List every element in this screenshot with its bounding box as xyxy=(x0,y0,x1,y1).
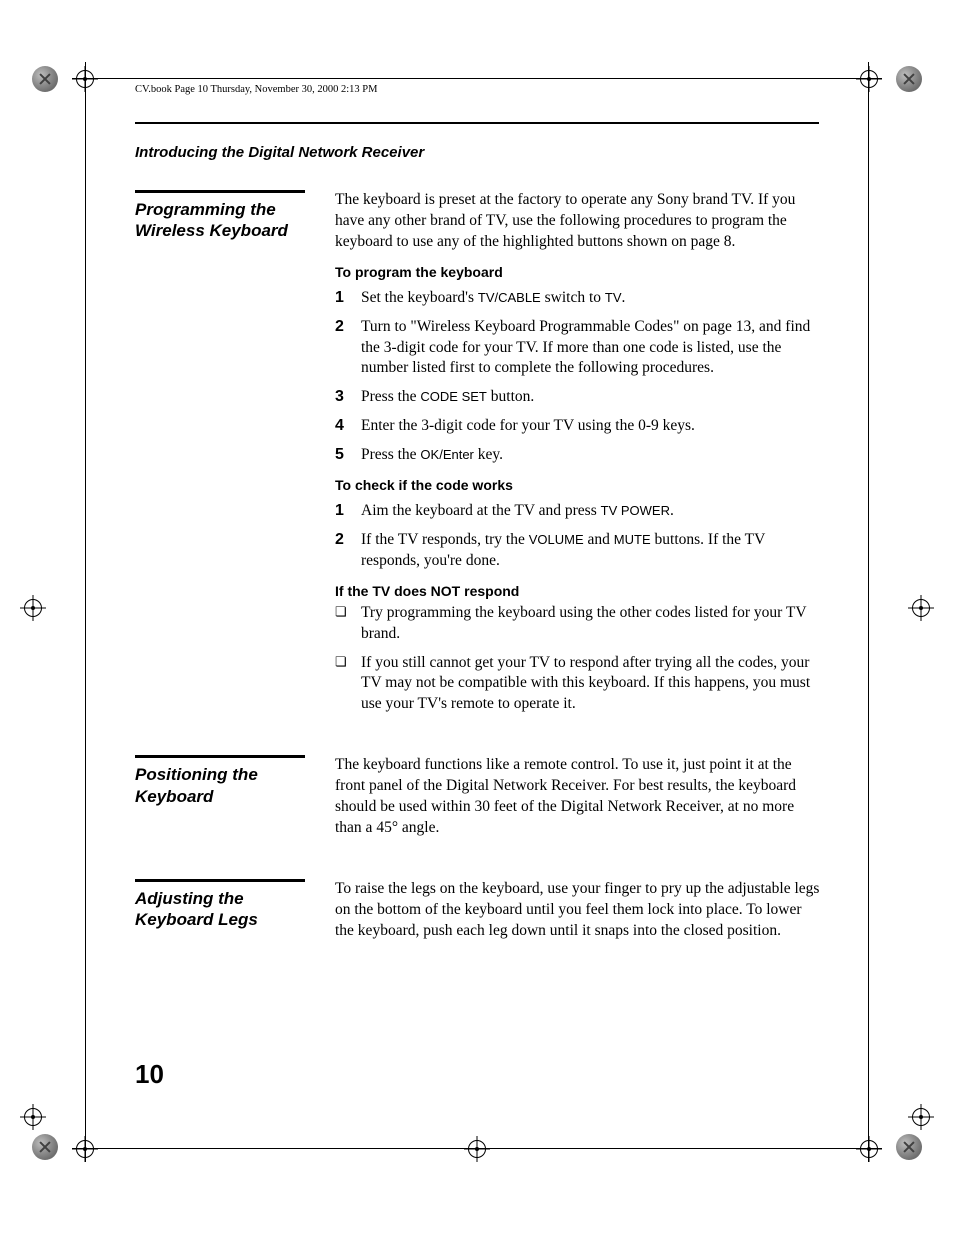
text: Aim the keyboard at the TV and press xyxy=(361,502,601,519)
step-number: 1 xyxy=(335,501,361,521)
square-bullet-icon: ❏ xyxy=(335,653,361,671)
registration-mark-icon xyxy=(20,595,46,621)
text: Press the xyxy=(361,446,420,463)
screw-icon xyxy=(32,66,58,92)
side-title: Adjusting the Keyboard Legs xyxy=(135,888,315,931)
step-text: Set the keyboard's TV/CABLE switch to TV… xyxy=(361,288,820,309)
text: switch to xyxy=(541,289,605,306)
screw-icon xyxy=(896,66,922,92)
step-text: Aim the keyboard at the TV and press TV … xyxy=(361,501,820,522)
page: CV.book Page 10 Thursday, November 30, 2… xyxy=(0,0,954,1235)
registration-mark-icon xyxy=(464,1136,490,1162)
registration-mark-icon xyxy=(856,66,882,92)
step-text: Press the OK/Enter key. xyxy=(361,445,820,466)
step-item: 5 Press the OK/Enter key. xyxy=(335,445,820,466)
section-positioning: Positioning the Keyboard The keyboard fu… xyxy=(135,755,820,849)
intro-paragraph: The keyboard functions like a remote con… xyxy=(335,755,820,839)
text: and xyxy=(584,531,614,548)
registration-mark-icon xyxy=(20,1104,46,1130)
step-item: 2 If the TV responds, try the VOLUME and… xyxy=(335,530,820,572)
text: If the TV responds, try the xyxy=(361,531,529,548)
intro-paragraph: The keyboard is preset at the factory to… xyxy=(335,190,820,253)
registration-mark-icon xyxy=(908,595,934,621)
content-area: Programming the Wireless Keyboard The ke… xyxy=(135,190,820,982)
text: . xyxy=(670,502,674,519)
crop-line-top xyxy=(72,78,882,79)
side-rule xyxy=(135,190,305,193)
intro-paragraph: To raise the legs on the keyboard, use y… xyxy=(335,879,820,942)
chapter-rule xyxy=(135,122,819,124)
side-heading: Adjusting the Keyboard Legs xyxy=(135,879,335,931)
step-number: 3 xyxy=(335,387,361,407)
step-number: 1 xyxy=(335,288,361,308)
crop-line-right xyxy=(868,62,869,1162)
small-caps: VOLUME xyxy=(529,532,584,547)
page-number: 10 xyxy=(135,1059,164,1090)
crop-line-left xyxy=(85,62,86,1162)
registration-mark-icon xyxy=(856,1136,882,1162)
text: button. xyxy=(487,388,534,405)
steps-list: 1 Set the keyboard's TV/CABLE switch to … xyxy=(335,288,820,466)
step-number: 4 xyxy=(335,416,361,436)
step-text: Press the CODE SET button. xyxy=(361,387,820,408)
small-caps: MUTE xyxy=(614,532,651,547)
subheading: If the TV does NOT respond xyxy=(335,582,820,601)
screw-icon xyxy=(896,1134,922,1160)
step-number: 2 xyxy=(335,530,361,550)
section-body: The keyboard is preset at the factory to… xyxy=(335,190,820,725)
subheading: To program the keyboard xyxy=(335,263,820,282)
square-bullet-icon: ❏ xyxy=(335,603,361,621)
step-item: 3 Press the CODE SET button. xyxy=(335,387,820,408)
bullet-list: ❏ Try programming the keyboard using the… xyxy=(335,603,820,716)
section-programming: Programming the Wireless Keyboard The ke… xyxy=(135,190,820,725)
side-title: Programming the Wireless Keyboard xyxy=(135,199,315,242)
steps-list: 1 Aim the keyboard at the TV and press T… xyxy=(335,501,820,572)
side-rule xyxy=(135,755,305,758)
text: Press the xyxy=(361,388,420,405)
side-rule xyxy=(135,879,305,882)
step-text: Enter the 3-digit code for your TV using… xyxy=(361,416,820,437)
step-number: 2 xyxy=(335,317,361,337)
step-item: 1 Set the keyboard's TV/CABLE switch to … xyxy=(335,288,820,309)
bullet-item: ❏ If you still cannot get your TV to res… xyxy=(335,653,820,716)
small-caps: TV xyxy=(605,290,622,305)
registration-mark-icon xyxy=(72,66,98,92)
bullet-item: ❏ Try programming the keyboard using the… xyxy=(335,603,820,645)
screw-icon xyxy=(32,1134,58,1160)
registration-mark-icon xyxy=(908,1104,934,1130)
small-caps: TV POWER xyxy=(601,503,670,518)
registration-mark-icon xyxy=(72,1136,98,1162)
section-body: The keyboard functions like a remote con… xyxy=(335,755,820,849)
step-number: 5 xyxy=(335,445,361,465)
step-item: 2 Turn to "Wireless Keyboard Programmabl… xyxy=(335,317,820,380)
step-text: Turn to "Wireless Keyboard Programmable … xyxy=(361,317,820,380)
small-caps: OK/Enter xyxy=(420,447,473,462)
section-body: To raise the legs on the keyboard, use y… xyxy=(335,879,820,952)
crop-line-bottom xyxy=(72,1148,882,1149)
side-title: Positioning the Keyboard xyxy=(135,764,315,807)
print-header-tag: CV.book Page 10 Thursday, November 30, 2… xyxy=(135,84,377,95)
bullet-text: Try programming the keyboard using the o… xyxy=(361,603,820,645)
side-heading: Programming the Wireless Keyboard xyxy=(135,190,335,242)
subheading: To check if the code works xyxy=(335,476,820,495)
small-caps: CODE SET xyxy=(420,389,486,404)
side-heading: Positioning the Keyboard xyxy=(135,755,335,807)
text: . xyxy=(622,289,626,306)
chapter-title: Introducing the Digital Network Receiver xyxy=(135,144,424,161)
text: key. xyxy=(474,446,503,463)
small-caps: TV/CABLE xyxy=(478,290,541,305)
step-text: If the TV responds, try the VOLUME and M… xyxy=(361,530,820,572)
step-item: 1 Aim the keyboard at the TV and press T… xyxy=(335,501,820,522)
step-item: 4 Enter the 3-digit code for your TV usi… xyxy=(335,416,820,437)
section-adjusting: Adjusting the Keyboard Legs To raise the… xyxy=(135,879,820,952)
bullet-text: If you still cannot get your TV to respo… xyxy=(361,653,820,716)
text: Set the keyboard's xyxy=(361,289,478,306)
